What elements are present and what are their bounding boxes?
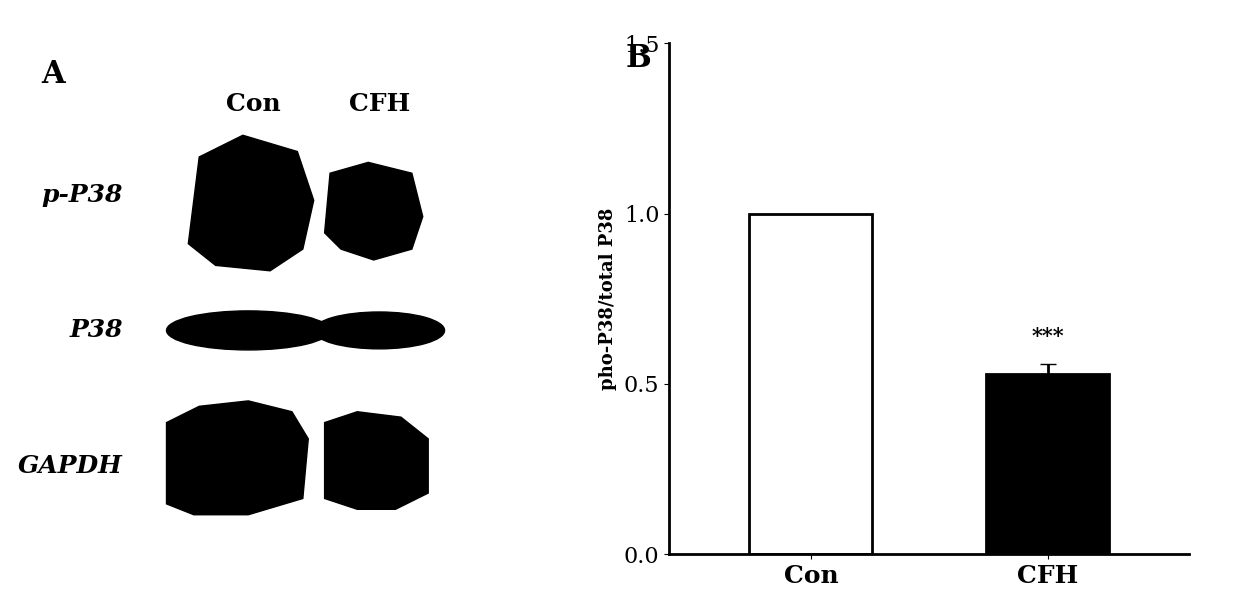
Polygon shape	[166, 401, 309, 515]
Text: B: B	[626, 43, 652, 74]
Y-axis label: pho-P38/total P38: pho-P38/total P38	[598, 208, 617, 390]
Text: ***: ***	[1031, 326, 1064, 346]
Text: P38: P38	[69, 318, 123, 342]
Bar	[986, 374, 1109, 554]
Text: p-P38: p-P38	[42, 183, 123, 207]
Text: Con: Con	[227, 92, 281, 116]
Text: GAPDH: GAPDH	[19, 454, 123, 478]
Ellipse shape	[166, 311, 330, 350]
Polygon shape	[325, 163, 422, 260]
Text: A: A	[41, 59, 64, 91]
Text: CFH: CFH	[348, 92, 410, 116]
Bar	[750, 214, 872, 554]
Polygon shape	[188, 136, 313, 271]
Ellipse shape	[313, 312, 445, 349]
Polygon shape	[325, 411, 429, 509]
